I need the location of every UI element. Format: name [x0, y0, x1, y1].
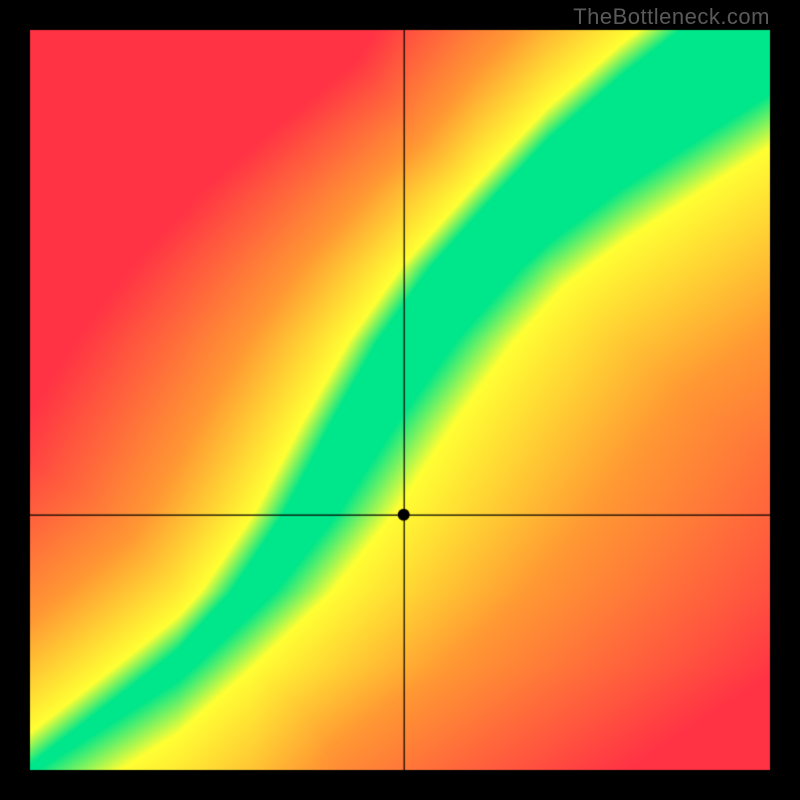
heatmap-canvas: [0, 0, 800, 800]
watermark-text: TheBottleneck.com: [573, 4, 770, 30]
chart-container: TheBottleneck.com: [0, 0, 800, 800]
